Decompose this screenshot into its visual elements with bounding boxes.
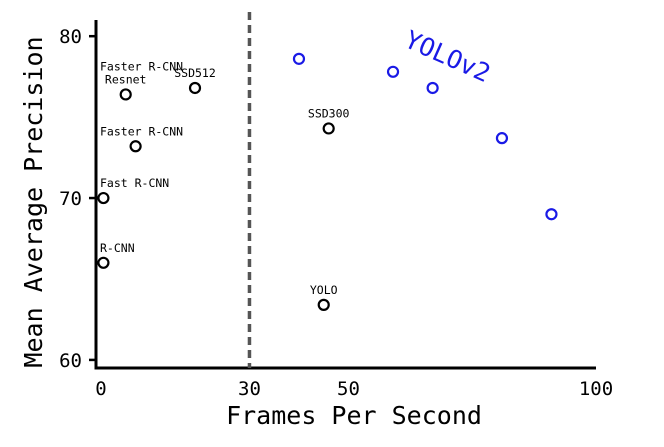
data-point bbox=[129, 140, 142, 153]
x-tick-label: 0 bbox=[95, 378, 106, 400]
series-point bbox=[386, 65, 400, 78]
series-point bbox=[426, 81, 439, 95]
series-point bbox=[292, 52, 306, 65]
x-ticks: 0 30 50 100 bbox=[95, 378, 613, 400]
y-axis-title: Mean Average Precision bbox=[19, 36, 48, 367]
x-axis-title: Frames Per Second bbox=[226, 401, 482, 430]
data-point bbox=[317, 298, 330, 311]
data-point-label: R-CNN bbox=[100, 241, 135, 255]
data-point-label: Fast R-CNN bbox=[100, 176, 169, 190]
data-point-label: Faster R-CNN bbox=[100, 59, 183, 73]
series-point bbox=[495, 132, 509, 145]
data-point-label: YOLO bbox=[310, 283, 338, 297]
series-point bbox=[545, 208, 558, 221]
y-tick-label: 80 bbox=[59, 26, 82, 48]
data-point bbox=[119, 88, 132, 101]
data-point-label: SSD512 bbox=[174, 66, 216, 80]
data-point-label: Resnet bbox=[105, 72, 147, 86]
data-point-label: Faster R-CNN bbox=[100, 124, 183, 138]
x-tick-label: 30 bbox=[238, 378, 261, 400]
data-point bbox=[322, 122, 335, 135]
x-tick-label: 100 bbox=[579, 378, 613, 400]
data-point bbox=[188, 81, 202, 95]
x-tick-label: 50 bbox=[337, 378, 360, 400]
data-point-label: SSD300 bbox=[308, 106, 350, 120]
axes bbox=[94, 20, 596, 370]
y-ticks: 60 70 80 bbox=[59, 26, 96, 372]
series-label: YOLOv2 bbox=[400, 25, 494, 88]
series-points: YOLOv2 bbox=[292, 25, 558, 221]
data-point bbox=[97, 256, 110, 269]
y-tick-label: 70 bbox=[59, 188, 82, 210]
y-tick-label: 60 bbox=[59, 350, 82, 372]
data-point bbox=[97, 191, 110, 205]
